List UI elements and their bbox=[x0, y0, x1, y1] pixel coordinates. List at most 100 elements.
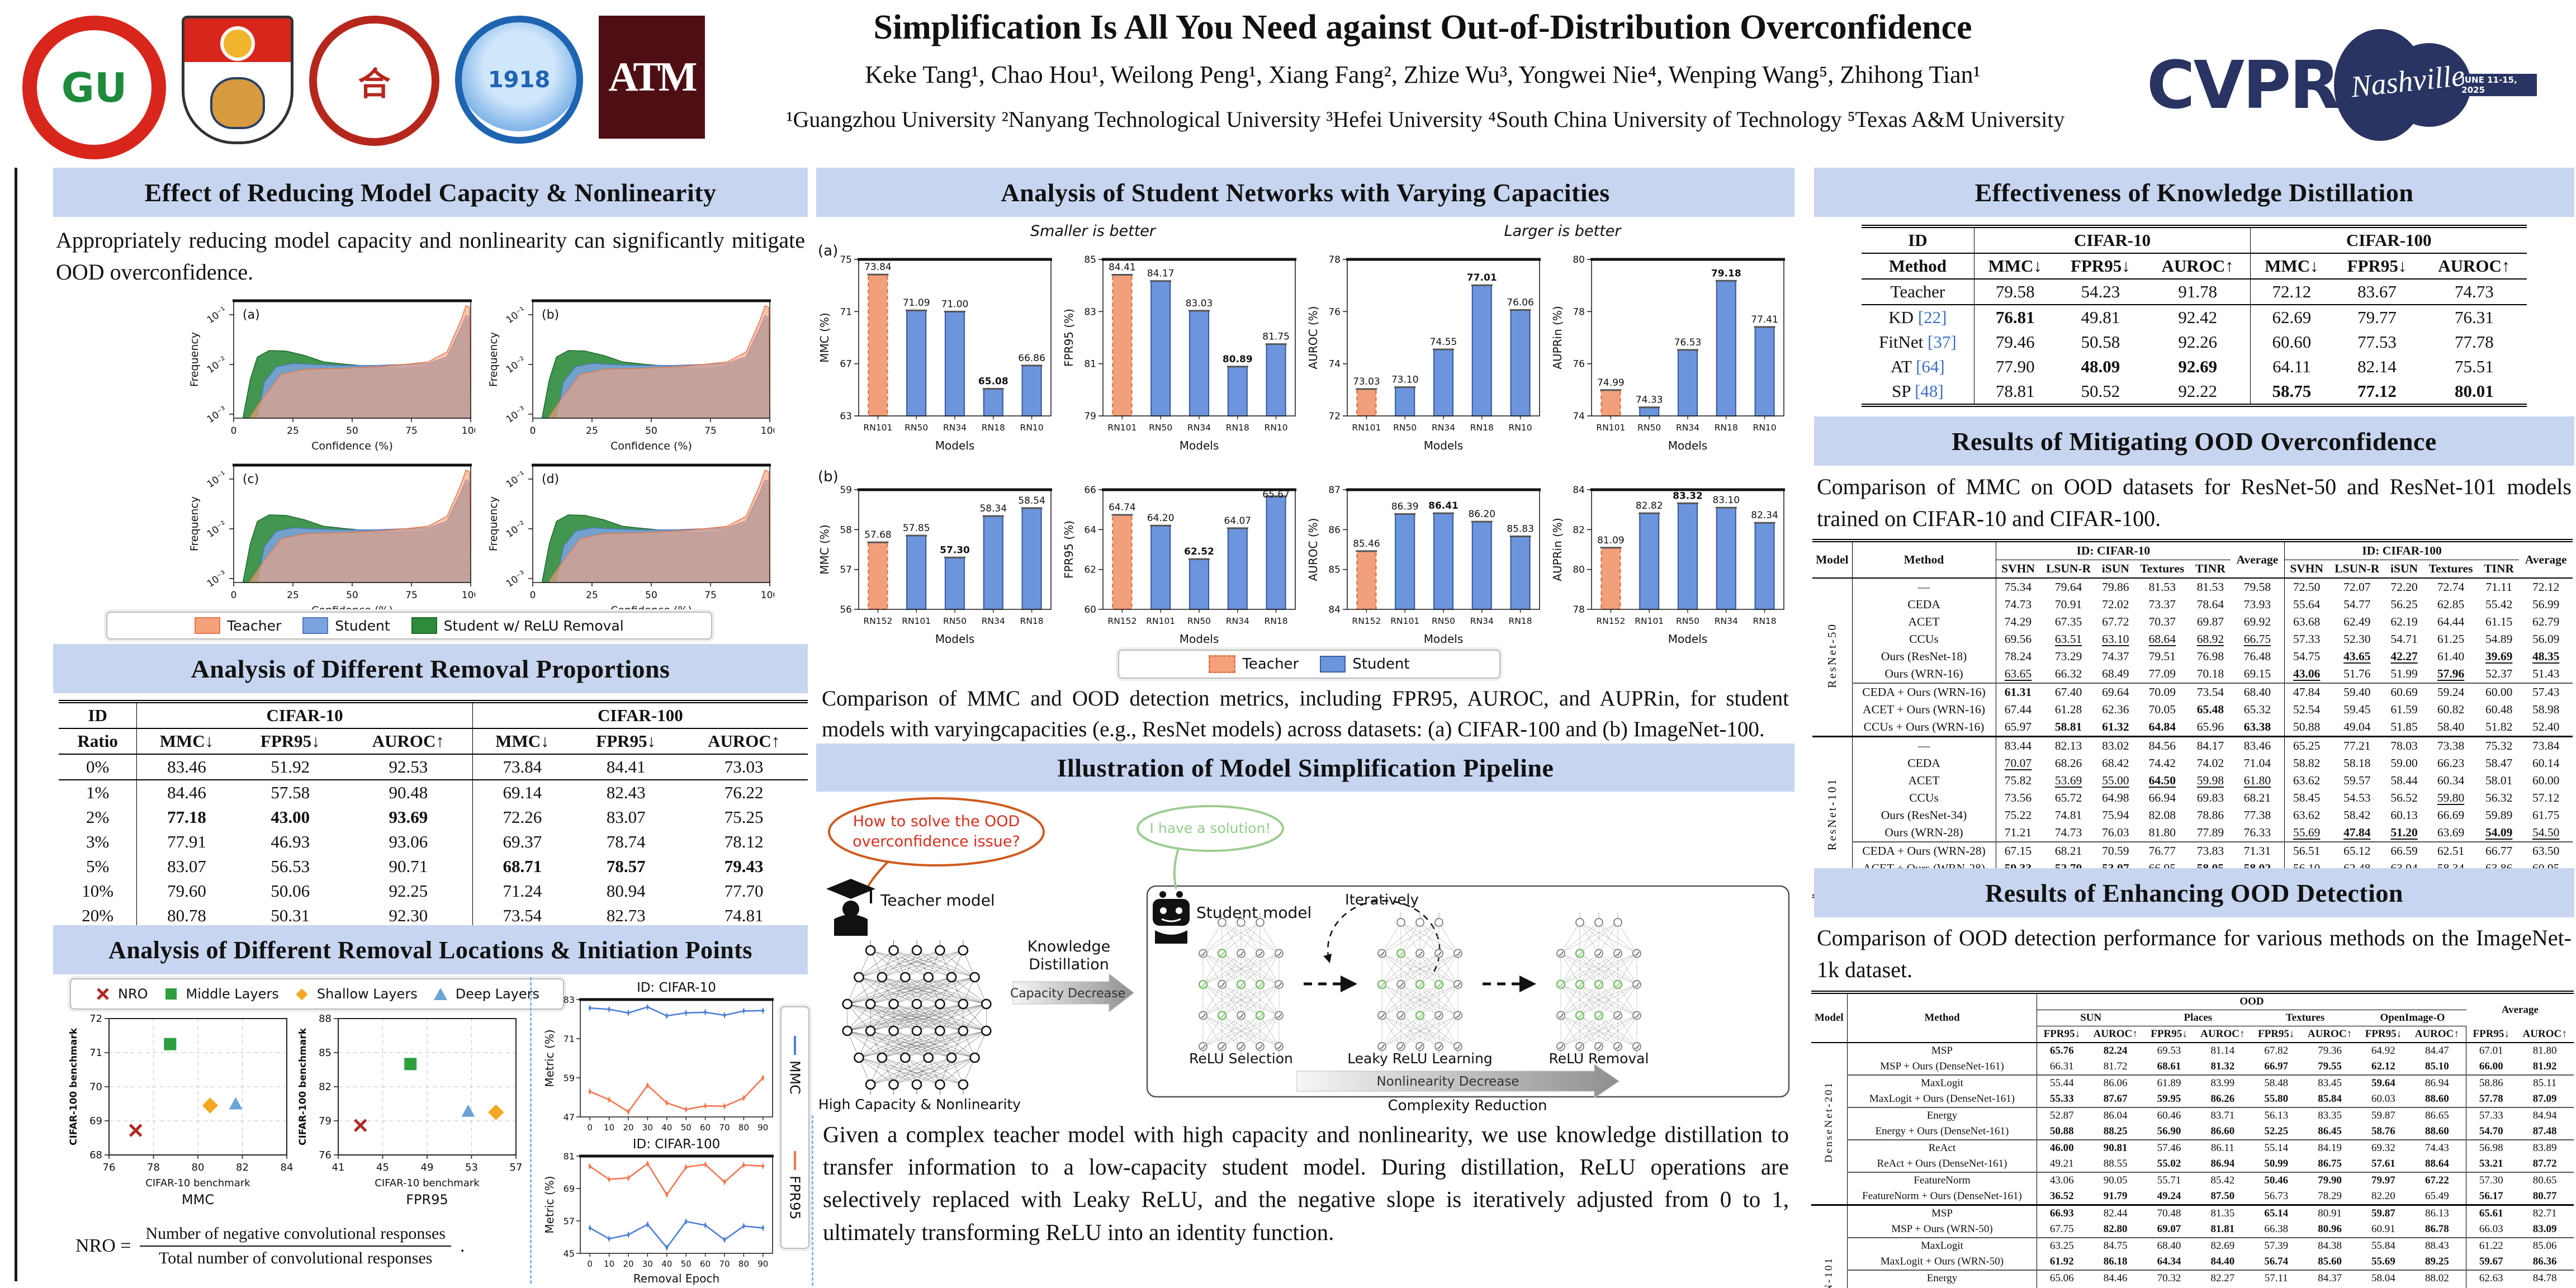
chart-text: 75 bbox=[405, 425, 418, 437]
bar-a2: 79 81 83 85 84.41 RN101 84.17 RN50 83.03 RN34 80.8… bbox=[1062, 254, 1296, 452]
table-cell: 86.45 bbox=[2318, 1125, 2342, 1137]
section-header-locations: Analysis of Different Removal Locations … bbox=[53, 925, 808, 974]
legend-label: Student bbox=[1352, 656, 1410, 673]
ood-dataset: OpenImage-O bbox=[2359, 1010, 2466, 1026]
table-row: 3% 77.91 46.93 93.06 69.37 78.74 78.12 bbox=[59, 830, 808, 854]
col-header: FPR95↓ bbox=[2056, 253, 2145, 279]
col-header: FPR95↓ bbox=[2332, 253, 2422, 279]
table-cell: 43.65 bbox=[2343, 650, 2371, 663]
table-cell: 55.33 bbox=[2049, 1093, 2074, 1105]
bar-RN50 bbox=[1639, 406, 1660, 417]
table-cell: 63.50 bbox=[2519, 841, 2573, 860]
table-cell: 63.62 bbox=[2293, 774, 2321, 787]
guangzhou-university-logo: GU bbox=[22, 16, 166, 159]
table-cell: 93.06 bbox=[344, 830, 473, 854]
table-cell: 76.77 bbox=[2134, 841, 2190, 860]
table-cell: CEDA + Ours (WRN-16) bbox=[1852, 683, 1996, 701]
table-cell: 81.81 bbox=[2210, 1223, 2235, 1235]
table-cell: 58.44 bbox=[2390, 774, 2418, 787]
line-c100: ID: CIFAR-100 45 57 69 81 0 10 20 30 40 50 60 70 80 90… bbox=[543, 1137, 774, 1285]
chart-text: 64.20 bbox=[1147, 513, 1175, 524]
col-header-method: Method bbox=[1847, 992, 2038, 1043]
table-cell: 86.06 bbox=[2086, 1074, 2144, 1091]
table-cell: ReAct + Ours (DenseNet-161) bbox=[1847, 1156, 2038, 1172]
scatter-point-nro bbox=[129, 1124, 143, 1137]
histogram-a: 10⁻¹ 10⁻² 10⁻³0 25 50 75 100 Confidence (%) Freq… bbox=[184, 295, 480, 458]
chart-text: 90 bbox=[757, 1123, 768, 1133]
table-cell: 50.58 bbox=[2081, 332, 2120, 352]
table-cell: 54.70 bbox=[2479, 1125, 2503, 1137]
ood-dataset: Textures bbox=[2251, 1010, 2359, 1026]
table-cell: 55.71 bbox=[2144, 1172, 2194, 1188]
table-cell: 68.26 bbox=[2054, 756, 2082, 770]
chart-text: 85 bbox=[1328, 565, 1341, 576]
chart-text: 80.89 bbox=[1223, 354, 1253, 365]
page-title: Simplification Is All You Need against O… bbox=[873, 8, 1972, 46]
table-cell: 58.42 bbox=[2343, 808, 2371, 822]
bar-RN18 bbox=[1227, 366, 1248, 417]
chart-text: 63 bbox=[840, 411, 852, 422]
table-cell: MaxLogit bbox=[1847, 1074, 2038, 1091]
legend-swatch-icon bbox=[1320, 656, 1346, 673]
student-1-network bbox=[1198, 912, 1284, 1057]
col-header-method: Method bbox=[1852, 541, 1996, 578]
table-cell: 78.86 bbox=[2196, 808, 2224, 822]
chart-text: Models bbox=[935, 439, 974, 452]
ood-col: iSUN bbox=[2390, 562, 2418, 575]
formula-lhs: NRO = bbox=[75, 1235, 131, 1256]
table-cell: 64.98 bbox=[2102, 791, 2129, 804]
cvpr-wordmark: CVPR bbox=[2147, 46, 2340, 124]
table-cell: 73.38 bbox=[2423, 736, 2479, 755]
chart-text: 78 bbox=[147, 1162, 160, 1173]
table-cell: 60.48 bbox=[2485, 703, 2513, 716]
table-cell: 51.20 bbox=[2390, 826, 2418, 839]
chart-text: 62.52 bbox=[1184, 546, 1214, 557]
chart-text: CIFAR-10 benchmark bbox=[145, 1177, 250, 1189]
col-group: CIFAR-100 bbox=[2346, 230, 2432, 250]
formula-period: . bbox=[460, 1235, 465, 1256]
chart-text: Frequency bbox=[188, 496, 201, 551]
chart-text: 82 bbox=[1573, 524, 1585, 536]
table-cell: 61.15 bbox=[2485, 615, 2513, 628]
table-cell: 55.80 bbox=[2264, 1093, 2289, 1105]
chart-text: Nonlinearity Decrease bbox=[1376, 1074, 1519, 1089]
chart-text: 78 bbox=[1328, 254, 1341, 266]
table-cell: 75.25 bbox=[724, 807, 764, 827]
chart-text: RN152 bbox=[1596, 616, 1625, 626]
bar-RN50 bbox=[944, 557, 965, 610]
larger-is-better-label: Larger is better bbox=[1504, 222, 1621, 240]
legend-swatch-icon bbox=[1209, 655, 1236, 673]
chart-text: MMC (%) bbox=[818, 312, 831, 362]
chart-text: 68 bbox=[89, 1149, 102, 1161]
chart-text: 0 bbox=[231, 590, 237, 601]
table-cell: 81.35 bbox=[2194, 1204, 2252, 1221]
table-cell: 67.40 bbox=[2040, 683, 2097, 701]
chart-text: Frequency bbox=[487, 496, 500, 551]
chart-text: 77.01 bbox=[1467, 272, 1497, 283]
table-cell: 71.04 bbox=[2231, 755, 2285, 772]
chart-text: 73.10 bbox=[1391, 375, 1419, 386]
chart-text: 10⁻¹ bbox=[504, 469, 528, 490]
chart-text: 0 bbox=[587, 1259, 593, 1269]
table-cell: 54.23 bbox=[2056, 278, 2145, 305]
table-cell: 49.24 bbox=[2157, 1190, 2181, 1202]
line-chart-legend: MMC FPR95 bbox=[780, 1006, 809, 1249]
table-cell: 73.29 bbox=[2054, 650, 2082, 663]
table-cell: 65.25 bbox=[2284, 736, 2329, 755]
table-cell: 73.37 bbox=[2148, 598, 2176, 611]
section-header-kd: Effectiveness of Knowledge Distillation bbox=[1814, 168, 2574, 217]
left-edge-rule bbox=[15, 168, 17, 1281]
table-cell: 82.13 bbox=[2040, 736, 2097, 755]
bar-chart-fpr95-a: 79 81 83 85 84.41 RN101 84.17 RN50 83.03 RN34 80.8… bbox=[1062, 243, 1302, 467]
model-label: DenseNet-201 bbox=[1811, 1042, 1848, 1205]
scatter-fpr: 41 45 49 53 57 76 79 82 85 88 CIFAR-10 benchmark FP… bbox=[293, 1013, 523, 1211]
table-cell: 81.32 bbox=[2210, 1060, 2235, 1072]
chart-text: RN101 bbox=[902, 616, 931, 626]
chart-text: 74.99 bbox=[1597, 377, 1625, 389]
bar-RN50 bbox=[1188, 558, 1210, 610]
table-cell: MSP bbox=[1847, 1204, 2038, 1221]
table-cell: 72.12 bbox=[2250, 278, 2333, 305]
chart-text: 78 bbox=[1573, 306, 1585, 318]
table-cell: 62.51 bbox=[2423, 841, 2479, 860]
